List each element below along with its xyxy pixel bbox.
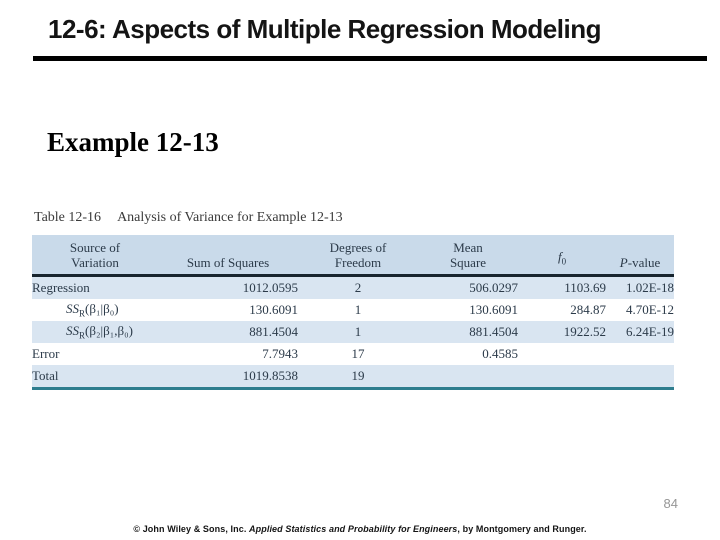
col-header-mean-square: Mean Square [418,235,518,277]
footer-copyright: © John Wiley & Sons, Inc. Applied Statis… [0,524,720,534]
table-caption-text: Analysis of Variance for Example 12-13 [117,210,343,225]
footer-suffix: , by Montgomery and Runger. [457,524,587,534]
table-caption: Table 12-16 Analysis of Variance for Exam… [34,210,674,226]
title-underline [33,56,707,61]
table-row-regression: Regression 1012.0595 2 506.0297 1103.69 … [32,275,674,299]
table-row-ssr-b1: SSR(β₁|β₀) 130.6091 1 130.6091 284.87 4.… [32,299,674,321]
table-caption-label: Table 12-16 [34,210,102,225]
slide-title: 12-6: Aspects of Multiple Regression Mod… [48,14,601,44]
col-header-p-value: P-value [606,235,674,277]
table-row-error: Error 7.7943 17 0.4585 [32,343,674,365]
anova-table: Source of Variation Sum of Squares Degre… [32,235,674,390]
col-header-degrees-of-freedom: Degrees of Freedom [298,235,418,277]
footer-book-title: Applied Statistics and Probability for E… [249,524,458,534]
footer-prefix: © John Wiley & Sons, Inc. [133,524,250,534]
example-heading: Example 12-13 [47,127,219,157]
page-number: 84 [663,496,678,511]
col-header-sum-of-squares: Sum of Squares [158,235,298,277]
col-header-f0: f0 [518,235,606,277]
table-row-ssr-b2: SSR(β₂|β₁,β₀) 881.4504 1 881.4504 1922.5… [32,321,674,343]
table-row-total: Total 1019.8538 19 [32,365,674,390]
anova-table-block: Table 12-16 Analysis of Variance for Exam… [32,210,674,390]
table-header-row: Source of Variation Sum of Squares Degre… [32,235,674,277]
col-header-source: Source of Variation [32,235,158,277]
